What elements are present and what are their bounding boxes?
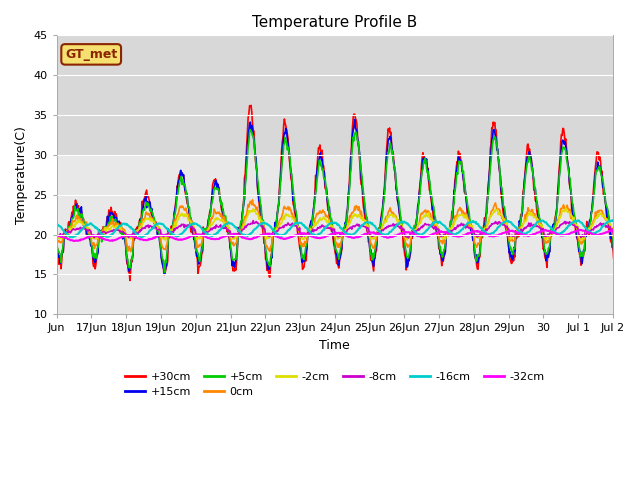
- Title: Temperature Profile B: Temperature Profile B: [252, 15, 417, 30]
- Y-axis label: Temperature(C): Temperature(C): [15, 126, 28, 224]
- X-axis label: Time: Time: [319, 339, 350, 352]
- Legend: +30cm, +15cm, +5cm, 0cm, -2cm, -8cm, -16cm, -32cm: +30cm, +15cm, +5cm, 0cm, -2cm, -8cm, -16…: [120, 367, 549, 402]
- Bar: [57, 36, 613, 155]
- Bar: [57, 155, 613, 314]
- Text: GT_met: GT_met: [65, 48, 117, 61]
